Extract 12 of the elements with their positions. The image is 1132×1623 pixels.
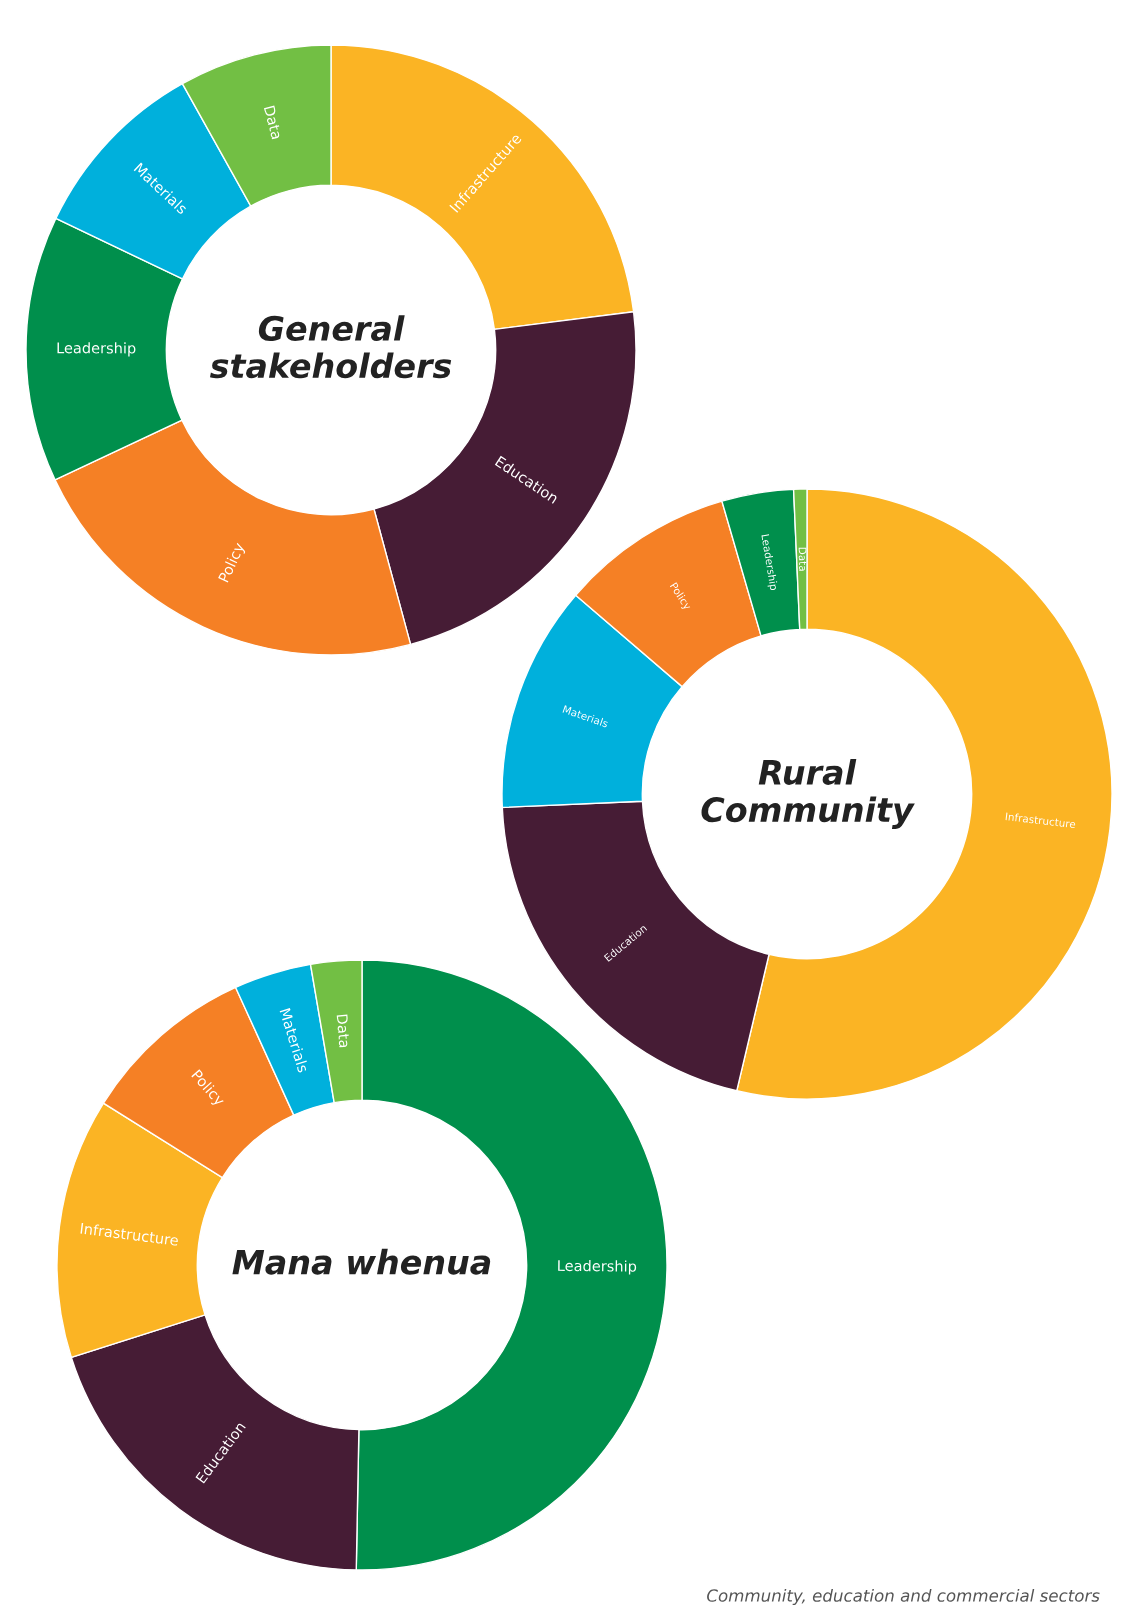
text: Community, education and commercial sectors — [707, 1588, 1100, 1606]
slice-label: Leadership — [759, 534, 779, 591]
text: Rural Community — [701, 759, 915, 829]
slice-label: Leadership — [57, 342, 136, 357]
slice-label: Data — [263, 105, 283, 140]
slice-label: Data — [798, 547, 807, 571]
slice-label: Leadership — [558, 1259, 637, 1275]
slice-label: Data — [336, 1014, 351, 1048]
slice-label: Infrastructure — [80, 1222, 179, 1246]
text: General stakeholders — [210, 315, 452, 379]
slice-label: Infrastructure — [1005, 812, 1076, 829]
text: Mana whenua — [232, 1248, 491, 1275]
